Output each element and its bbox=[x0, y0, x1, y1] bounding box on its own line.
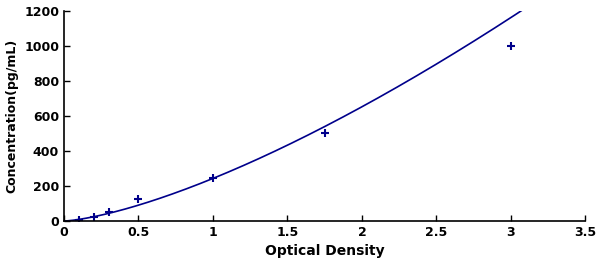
Y-axis label: Concentration(pg/mL): Concentration(pg/mL) bbox=[5, 39, 19, 193]
X-axis label: Optical Density: Optical Density bbox=[265, 244, 385, 258]
